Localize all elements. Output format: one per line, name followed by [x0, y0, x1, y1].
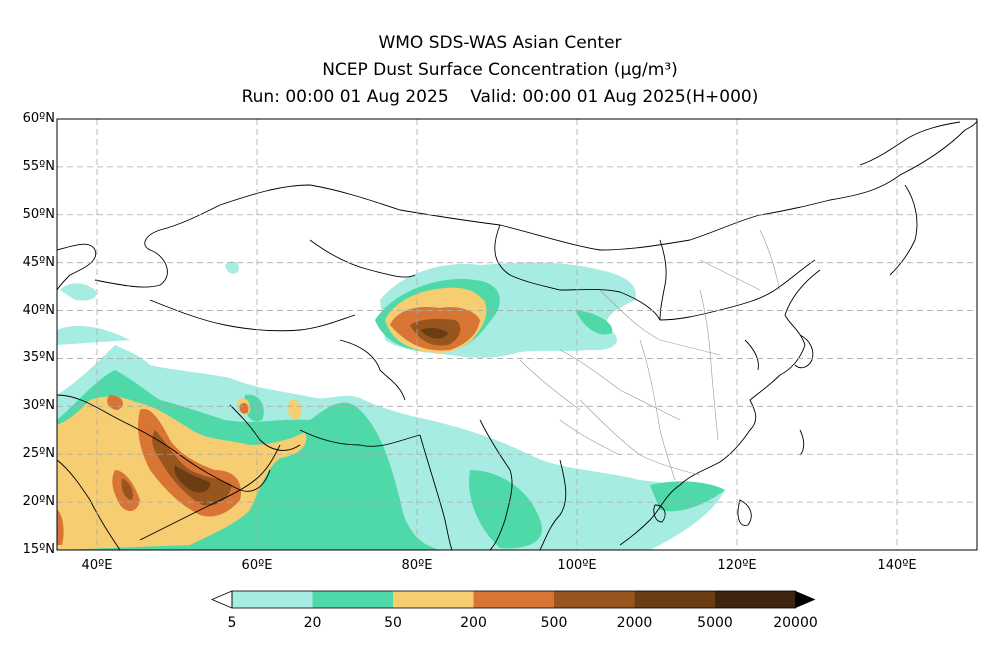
colorbar-level-label: 5 — [227, 615, 237, 631]
latitude-label: 25ºN — [22, 446, 55, 462]
province-borders — [519, 229, 781, 481]
latitude-label: 30ºN — [22, 398, 55, 414]
colorbar-swatch — [473, 591, 555, 608]
longitude-label: 40ºE — [81, 558, 113, 573]
colorbar-swatch — [554, 591, 635, 608]
colorbar — [210, 590, 816, 609]
latitude-label: 15ºN — [22, 542, 55, 557]
colorbar-level-label: 20000 — [773, 615, 818, 631]
title-line-2: NCEP Dust Surface Concentration (μg/m³) — [322, 60, 678, 80]
longitude-label: 140ºE — [877, 558, 917, 573]
colorbar-swatch — [634, 591, 716, 608]
latitude-label: 40ºN — [22, 302, 55, 318]
colorbar-extend-max — [795, 591, 816, 608]
colorbar-level-label: 50 — [384, 615, 402, 631]
colorbar-level-label: 5000 — [697, 615, 733, 631]
latitude-label: 20ºN — [22, 494, 55, 510]
colorbar-level-label: 200 — [460, 615, 487, 631]
graticule — [57, 119, 977, 550]
colorbar-level-label: 20 — [303, 615, 322, 631]
longitude-label: 60ºE — [241, 558, 273, 573]
colorbar-level-label: 500 — [540, 615, 568, 631]
colorbar-level-label: 2000 — [616, 615, 653, 631]
longitude-label: 80ºE — [401, 558, 433, 573]
colorbar-swatch — [232, 591, 313, 608]
colorbar-outline — [231, 590, 796, 609]
longitude-label: 120ºE — [717, 558, 757, 573]
coastlines-and-borders — [57, 119, 977, 550]
colorbar-swatch — [393, 591, 474, 608]
longitude-label: 100ºE — [557, 558, 597, 573]
latitude-label: 35ºN — [22, 350, 55, 366]
title-line-1: WMO SDS-WAS Asian Center — [378, 33, 622, 53]
dust-level-2000-5000 — [174, 327, 448, 493]
colorbar-swatch — [312, 591, 394, 608]
dust-concentration-field — [57, 261, 725, 550]
map-frame — [56, 118, 978, 551]
title-line-3: Run: 00:00 01 Aug 2025 Valid: 00:00 01 A… — [241, 87, 759, 107]
colorbar-extend-min — [210, 590, 233, 609]
latitude-label: 55ºN — [22, 158, 55, 174]
colorbar-swatch — [715, 591, 796, 608]
latitude-label: 45ºN — [22, 254, 55, 270]
latitude-label: 60ºN — [22, 111, 55, 126]
latitude-label: 50ºN — [22, 206, 55, 222]
